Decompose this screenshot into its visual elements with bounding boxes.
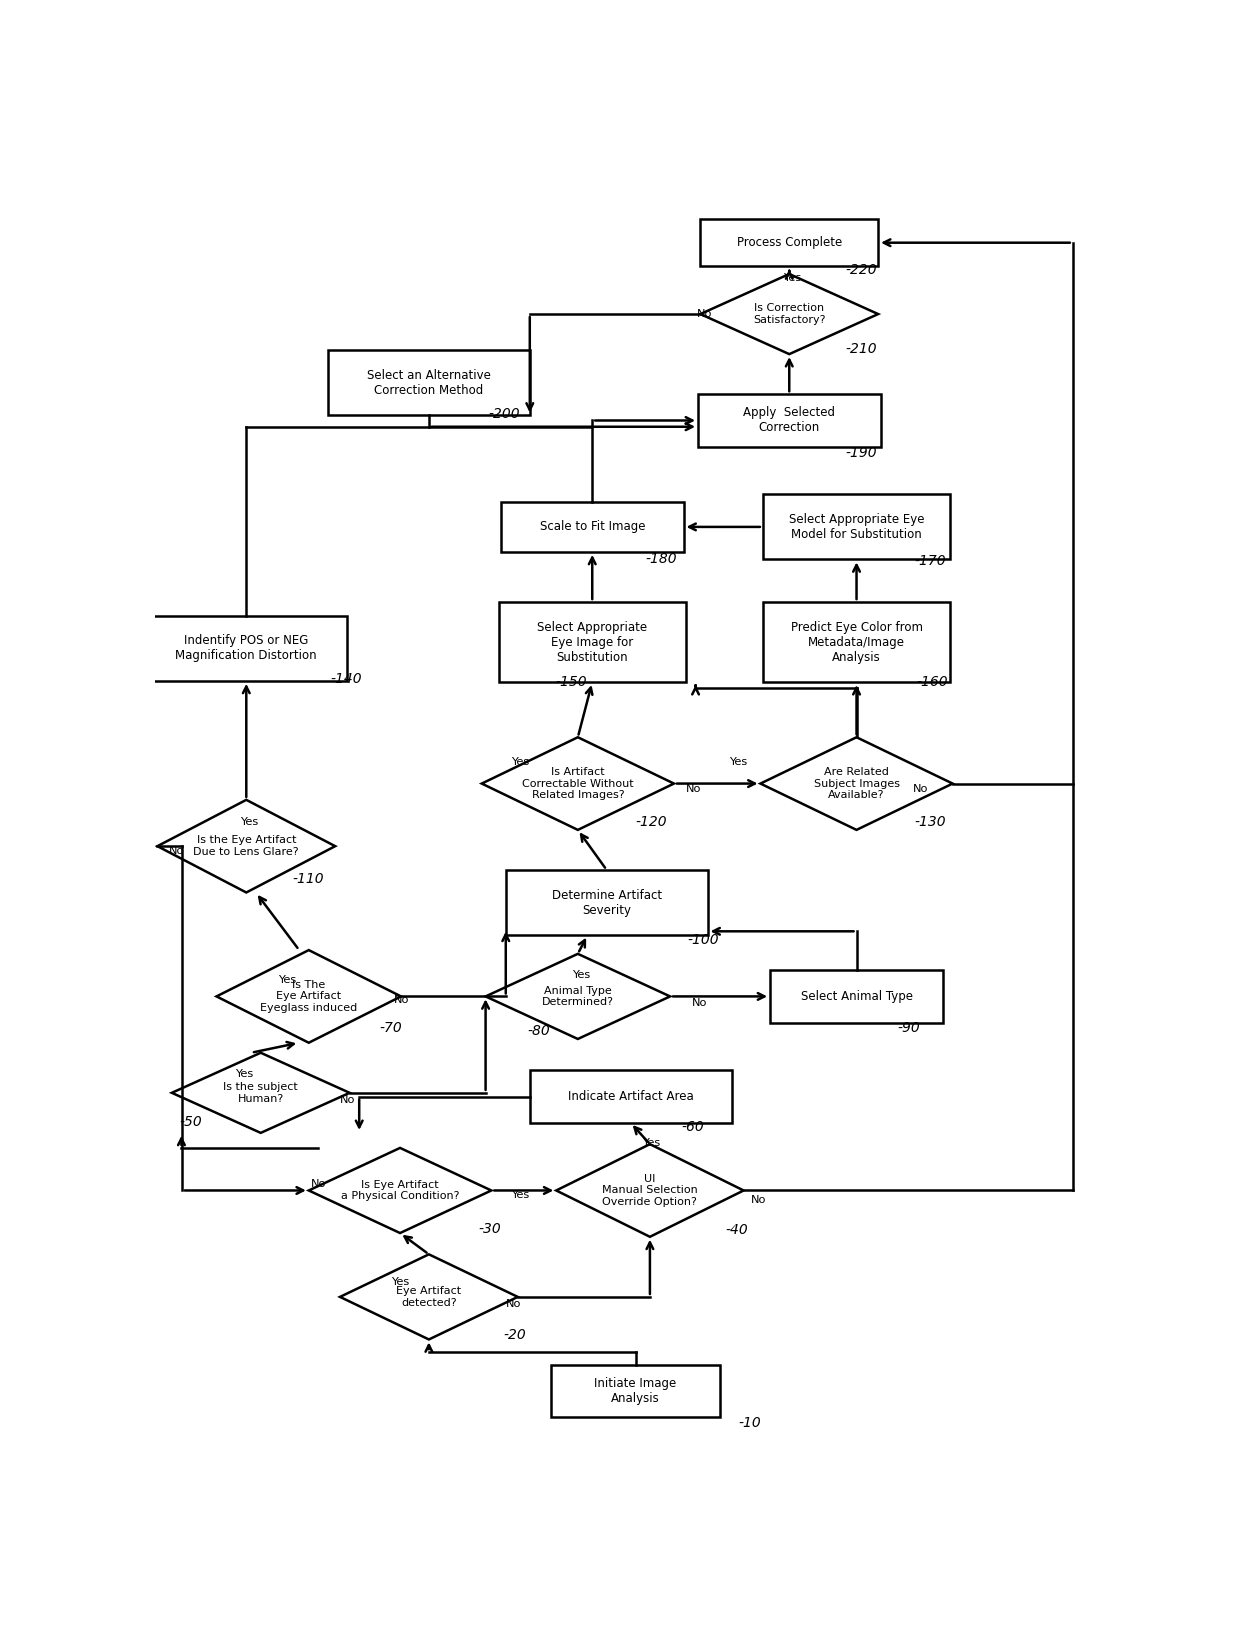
Text: No: No — [697, 309, 713, 319]
Text: Yes: Yes — [572, 971, 590, 980]
Text: Is The
Eye Artifact
Eyeglass induced: Is The Eye Artifact Eyeglass induced — [260, 980, 357, 1013]
Text: -120: -120 — [635, 815, 667, 829]
Text: -30: -30 — [479, 1221, 502, 1236]
Text: Process Complete: Process Complete — [737, 236, 842, 249]
Text: -160: -160 — [916, 675, 947, 689]
Text: Is the subject
Human?: Is the subject Human? — [223, 1081, 298, 1104]
Bar — [498, 602, 686, 683]
Text: -210: -210 — [844, 341, 877, 356]
Text: Yes: Yes — [391, 1276, 409, 1286]
Text: -150: -150 — [556, 675, 588, 689]
Bar — [701, 220, 878, 267]
Text: -60: -60 — [682, 1120, 704, 1135]
Text: Select an Alternative
Correction Method: Select an Alternative Correction Method — [367, 369, 491, 397]
Text: Yes: Yes — [236, 1068, 253, 1080]
Bar — [506, 870, 708, 935]
Text: Scale to Fit Image: Scale to Fit Image — [539, 520, 645, 533]
Bar — [770, 971, 942, 1023]
Polygon shape — [557, 1145, 744, 1237]
Text: No: No — [750, 1195, 766, 1205]
Text: -80: -80 — [528, 1024, 551, 1037]
Polygon shape — [309, 1148, 491, 1233]
Text: No: No — [169, 846, 184, 857]
Text: -200: -200 — [489, 406, 520, 421]
Polygon shape — [760, 737, 952, 829]
Text: -50: -50 — [179, 1115, 202, 1130]
Polygon shape — [157, 800, 335, 893]
Text: -190: -190 — [844, 446, 877, 460]
Text: Select Appropriate Eye
Model for Substitution: Select Appropriate Eye Model for Substit… — [789, 512, 924, 541]
Text: -20: -20 — [503, 1328, 527, 1341]
Text: Is the Eye Artifact
Due to Lens Glare?: Is the Eye Artifact Due to Lens Glare? — [193, 836, 299, 857]
Text: Yes: Yes — [729, 758, 748, 767]
Polygon shape — [172, 1052, 350, 1133]
Text: Select Appropriate
Eye Image for
Substitution: Select Appropriate Eye Image for Substit… — [537, 621, 647, 663]
Text: -10: -10 — [738, 1416, 761, 1429]
Text: No: No — [506, 1299, 521, 1309]
Text: Animal Type
Determined?: Animal Type Determined? — [542, 985, 614, 1006]
Bar — [145, 616, 347, 681]
Text: Indentify POS or NEG
Magnification Distortion: Indentify POS or NEG Magnification Disto… — [176, 634, 317, 662]
Text: -100: -100 — [687, 933, 719, 946]
Text: -90: -90 — [898, 1021, 920, 1036]
Text: No: No — [913, 784, 929, 793]
Text: -110: -110 — [293, 873, 324, 886]
Text: No: No — [310, 1179, 326, 1189]
Bar — [327, 350, 529, 416]
Text: No: No — [340, 1096, 355, 1106]
Polygon shape — [481, 737, 675, 829]
Text: No: No — [692, 998, 708, 1008]
Text: Yes: Yes — [511, 758, 529, 767]
Text: -130: -130 — [914, 815, 946, 829]
Text: UI
Manual Selection
Override Option?: UI Manual Selection Override Option? — [603, 1174, 698, 1206]
Text: -170: -170 — [914, 554, 946, 569]
Text: Is Correction
Satisfactory?: Is Correction Satisfactory? — [753, 304, 826, 325]
Text: Predict Eye Color from
Metadata/Image
Analysis: Predict Eye Color from Metadata/Image An… — [791, 621, 923, 663]
Text: No: No — [686, 784, 701, 793]
Text: Determine Artifact
Severity: Determine Artifact Severity — [552, 888, 662, 917]
Text: Yes: Yes — [279, 976, 296, 985]
Text: Initiate Image
Analysis: Initiate Image Analysis — [594, 1377, 677, 1405]
Text: Yes: Yes — [241, 818, 258, 828]
Bar — [763, 602, 950, 683]
Text: No: No — [394, 995, 409, 1005]
Bar — [529, 1070, 732, 1124]
Polygon shape — [486, 954, 670, 1039]
Text: Eye Artifact
detected?: Eye Artifact detected? — [397, 1286, 461, 1307]
Text: Yes: Yes — [511, 1190, 529, 1200]
Text: -40: -40 — [725, 1223, 749, 1237]
Text: Yes: Yes — [782, 273, 801, 283]
Polygon shape — [340, 1254, 518, 1340]
Bar — [501, 502, 683, 551]
Text: Is Artifact
Correctable Without
Related Images?: Is Artifact Correctable Without Related … — [522, 767, 634, 800]
Polygon shape — [217, 950, 401, 1042]
Text: Apply  Selected
Correction: Apply Selected Correction — [743, 406, 836, 434]
Bar — [698, 393, 880, 447]
Text: Is Eye Artifact
a Physical Condition?: Is Eye Artifact a Physical Condition? — [341, 1180, 459, 1202]
Text: -180: -180 — [645, 551, 677, 566]
Text: -220: -220 — [844, 263, 877, 276]
Bar — [552, 1364, 719, 1418]
Text: Yes: Yes — [642, 1138, 660, 1148]
Bar — [763, 494, 950, 559]
Polygon shape — [701, 275, 878, 354]
Text: -70: -70 — [379, 1021, 402, 1036]
Text: Select Animal Type: Select Animal Type — [801, 990, 913, 1003]
Text: Indicate Artifact Area: Indicate Artifact Area — [568, 1089, 693, 1102]
Text: Are Related
Subject Images
Available?: Are Related Subject Images Available? — [813, 767, 899, 800]
Text: -140: -140 — [330, 672, 362, 686]
